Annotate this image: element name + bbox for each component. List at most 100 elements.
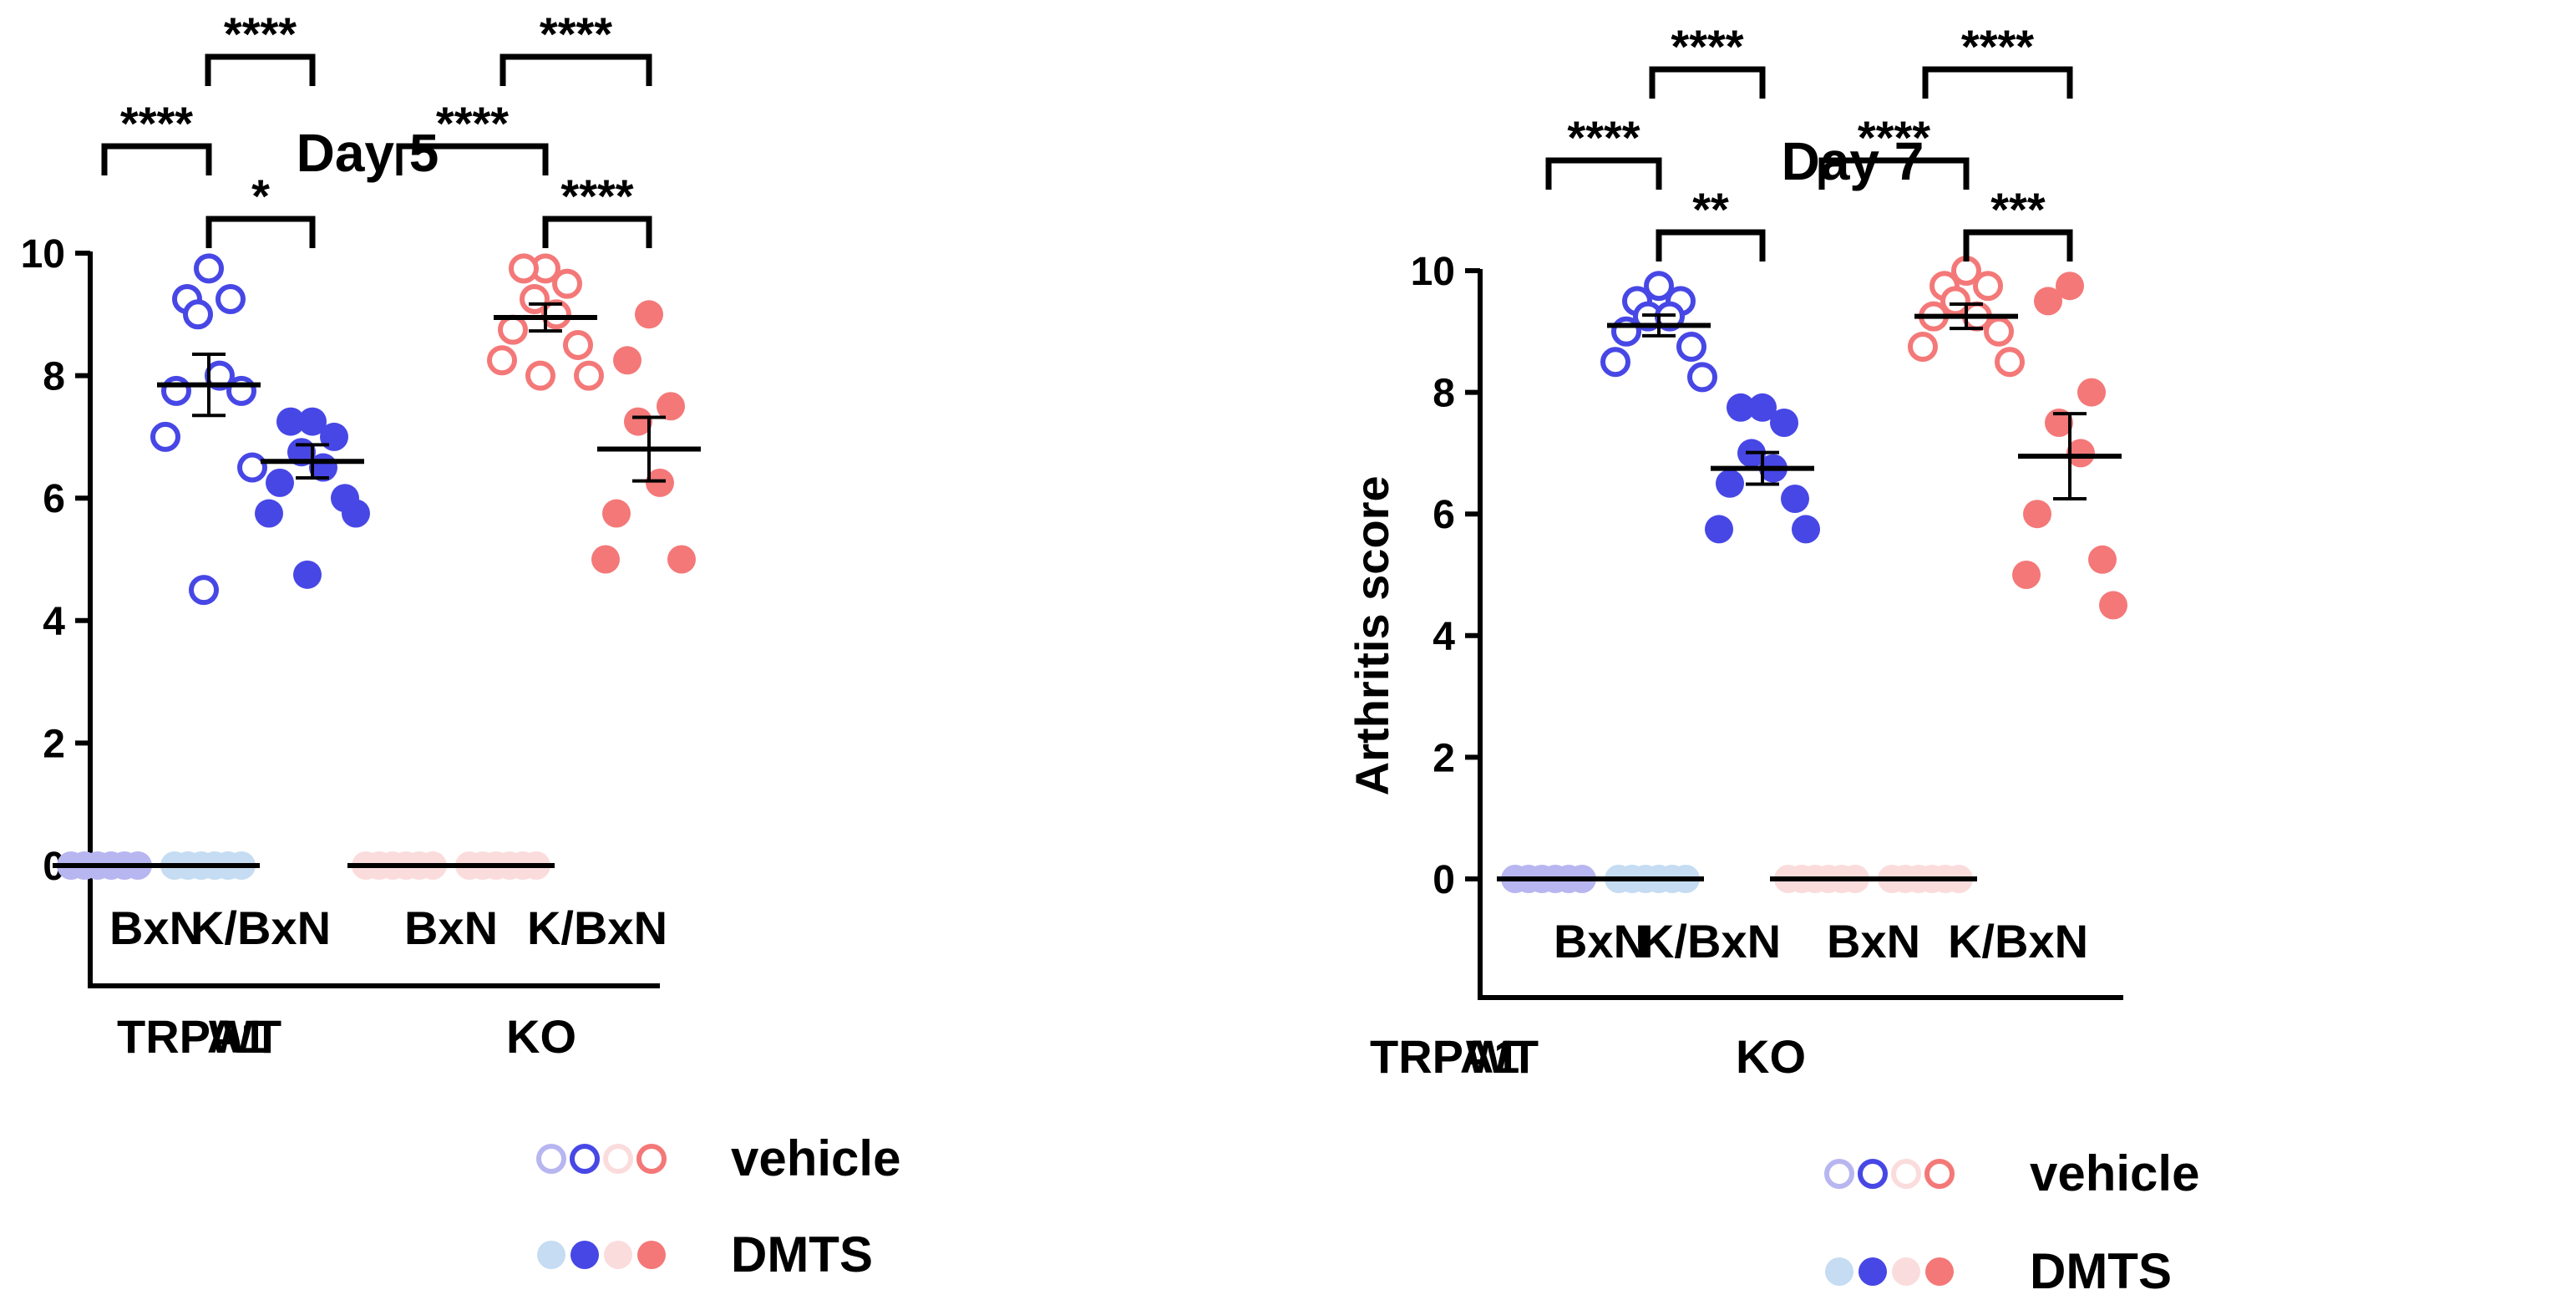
- data-point: [1705, 515, 1733, 544]
- legend: vehicle DMTS: [1824, 1145, 2199, 1299]
- data-point: [487, 345, 517, 376]
- legend-vehicle-marker: [536, 1144, 566, 1174]
- data-point: [1984, 316, 2014, 347]
- legend-vehicle-marker: [570, 1144, 600, 1174]
- genotype-label: KO: [506, 1010, 576, 1063]
- legend-dmts-marker: [1858, 1257, 1887, 1286]
- y-axis-label: Arthritis score: [1346, 475, 1398, 795]
- genotype-label: WT: [209, 1010, 281, 1063]
- y-tick-label: 4: [43, 600, 65, 644]
- significance-label: ****: [1961, 20, 2034, 73]
- legend-dmts-label: DMTS: [731, 1226, 873, 1282]
- data-point: [161, 375, 191, 406]
- group-label: K/BxN: [527, 901, 667, 954]
- y-tick-label: 10: [1411, 250, 1455, 294]
- data-point: [2056, 272, 2084, 301]
- data-point: [150, 421, 180, 452]
- data-point: [194, 253, 224, 284]
- significance-label: ***: [1990, 183, 2046, 236]
- legend-vehicle-marker: [603, 1144, 633, 1174]
- legend-vehicle-marker: [1924, 1159, 1955, 1189]
- significance-label: ****: [224, 8, 297, 60]
- data-point: [320, 422, 348, 451]
- significance-label: ****: [1567, 111, 1640, 164]
- data-point: [2077, 378, 2106, 407]
- data-point: [1781, 485, 1809, 513]
- data-point: [293, 560, 322, 589]
- significance-label: **: [1692, 183, 1729, 236]
- data-point: [276, 407, 305, 436]
- significance-bracket: [1818, 157, 1970, 190]
- legend-dmts-marker: [637, 1241, 666, 1269]
- y-tick-label: 8: [43, 355, 65, 399]
- significance-label: ****: [436, 97, 509, 150]
- data-point: [646, 468, 674, 497]
- data-point: [1716, 469, 1744, 498]
- data-point: [657, 392, 685, 421]
- legend-dmts-marker: [1892, 1257, 1920, 1286]
- significance-bracket: [205, 53, 316, 86]
- y-tick-label: 6: [1433, 493, 1455, 537]
- data-point: [226, 375, 256, 406]
- genotype-row-label: TRPA1: [1370, 1030, 1519, 1083]
- data-point: [667, 545, 696, 574]
- chart-title: Day 5: [297, 123, 439, 183]
- legend-dmts-marker: [570, 1241, 599, 1269]
- legend-dmts-marker: [537, 1241, 565, 1269]
- group-label: BxN: [1827, 915, 1920, 967]
- group-label: BxN: [109, 901, 203, 954]
- legend-dmts-marker: [604, 1241, 632, 1269]
- data-point: [602, 499, 631, 528]
- significance-label: ****: [560, 170, 633, 222]
- data-point: [183, 299, 213, 330]
- data-point: [613, 346, 641, 375]
- significance-bracket: [499, 53, 652, 86]
- data-point: [2034, 287, 2062, 316]
- significance-bracket: [396, 143, 549, 175]
- data-point: [1973, 271, 2003, 302]
- significance-bracket: [1649, 66, 1766, 99]
- data-point: [2045, 409, 2073, 437]
- data-point: [1676, 332, 1706, 362]
- data-point: [2066, 439, 2095, 468]
- y-tick-label: 8: [1433, 372, 1455, 416]
- legend-dmts-marker: [1825, 1257, 1853, 1286]
- legend-vehicle-label: vehicle: [731, 1130, 900, 1186]
- significance-label: *: [251, 170, 270, 222]
- significance-label: ****: [1858, 111, 1930, 164]
- group-label: K/BxN: [190, 901, 331, 954]
- group-label: K/BxN: [1640, 915, 1781, 967]
- genotype-row-label: TRPA1: [117, 1010, 266, 1063]
- data-point: [216, 283, 246, 314]
- data-point: [591, 545, 620, 574]
- significance-bracket: [205, 216, 316, 248]
- data-point: [525, 360, 555, 391]
- significance-bracket: [1545, 157, 1662, 190]
- data-point: [624, 407, 652, 436]
- data-point: [1940, 286, 1970, 317]
- genotype-label: KO: [1736, 1030, 1806, 1083]
- legend-vehicle-marker: [1858, 1159, 1888, 1189]
- group-label: K/BxN: [1948, 915, 2088, 967]
- group-label: BxN: [404, 901, 498, 954]
- significance-label: ****: [540, 8, 612, 60]
- data-point: [189, 575, 219, 606]
- data-point: [635, 300, 663, 329]
- data-point: [298, 407, 327, 436]
- legend-dmts-label: DMTS: [2030, 1243, 2172, 1299]
- genotype-label: WT: [1466, 1030, 1539, 1083]
- data-point: [552, 268, 582, 299]
- y-tick-label: 2: [43, 722, 65, 766]
- significance-bracket: [1922, 66, 2073, 99]
- data-point: [2099, 591, 2127, 620]
- legend: vehicle DMTS: [536, 1130, 900, 1282]
- legend-vehicle-label: vehicle: [2030, 1145, 2199, 1201]
- significance-bracket: [101, 143, 212, 175]
- legend-vehicle-marker: [1824, 1159, 1854, 1189]
- data-point: [1908, 332, 1938, 362]
- data-point: [1770, 409, 1798, 437]
- significance-bracket: [1656, 229, 1766, 262]
